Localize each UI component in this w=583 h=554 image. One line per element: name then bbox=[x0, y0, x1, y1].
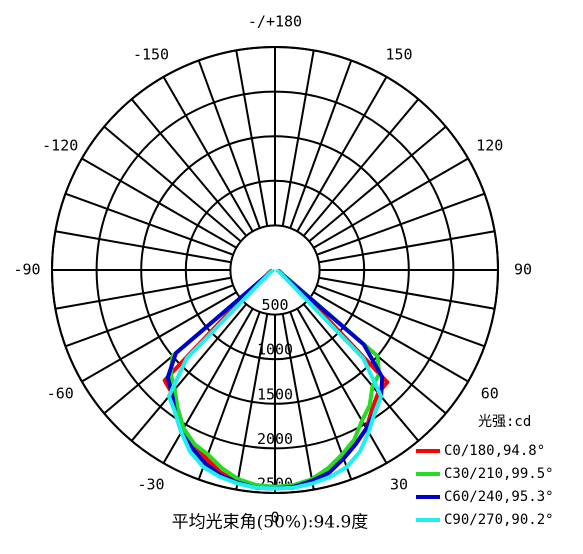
angle-tick-label: 90 bbox=[514, 261, 532, 279]
r-tick-label: 2000 bbox=[257, 430, 293, 448]
legend-label: C0/180,94.8° bbox=[444, 443, 545, 459]
footer: 平均光束角(50%):94.9度 bbox=[172, 513, 369, 533]
angle-tick-label: -30 bbox=[137, 475, 164, 493]
r-tick-label: 1000 bbox=[257, 341, 293, 359]
angle-tick-label: -/+180 bbox=[248, 13, 302, 31]
angle-tick-label: 60 bbox=[481, 385, 499, 403]
ring bbox=[95, 90, 455, 450]
legend-label: C60/240,95.3° bbox=[444, 489, 554, 505]
legend-label: C90/270,90.2° bbox=[444, 512, 554, 528]
angle-tick-label: -60 bbox=[47, 385, 74, 403]
angle-tick-label: 0 bbox=[270, 509, 279, 527]
series-line bbox=[166, 268, 384, 491]
ring bbox=[140, 135, 410, 405]
angle-tick-label: 150 bbox=[385, 46, 412, 64]
r-tick-label: 1500 bbox=[257, 385, 293, 403]
angle-tick-label: 120 bbox=[476, 137, 503, 155]
ring bbox=[51, 46, 499, 494]
r-tick-label: 500 bbox=[261, 296, 288, 314]
legend-title: 光强:cd bbox=[478, 414, 531, 430]
ring bbox=[229, 224, 321, 316]
legend-label: C30/210,99.5° bbox=[444, 466, 554, 482]
angle-tick-label: -90 bbox=[13, 261, 40, 279]
angle-tick-label: -120 bbox=[42, 137, 78, 155]
ring bbox=[184, 179, 366, 361]
angle-tick-label: 30 bbox=[390, 475, 408, 493]
angle-tick-label: -150 bbox=[133, 46, 169, 64]
